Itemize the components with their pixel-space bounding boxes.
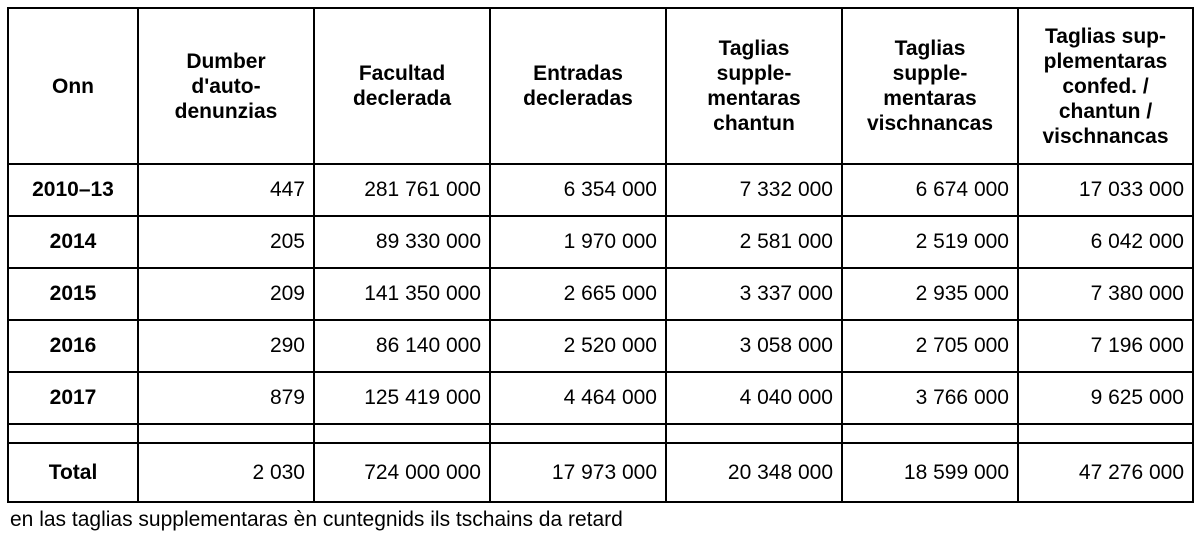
self-reports-cell: 290 <box>137 319 315 373</box>
municipal-taxes-cell: 3 766 000 <box>841 371 1019 425</box>
total-label-cell: Total <box>7 442 139 503</box>
header-year: Onn <box>7 7 139 165</box>
municipal-taxes-cell: 2 519 000 <box>841 215 1019 269</box>
total-taxes-cell: 7 380 000 <box>1017 267 1194 321</box>
canton-taxes-cell: 7 332 000 <box>665 163 843 217</box>
table-row: 2016 290 86 140 000 2 520 000 3 058 000 … <box>7 319 1194 373</box>
header-declared-assets: Facultad declerada <box>313 7 491 165</box>
municipal-taxes-cell: 2 935 000 <box>841 267 1019 321</box>
declared-assets-cell: 141 350 000 <box>313 267 491 321</box>
canton-taxes-cell: 20 348 000 <box>665 442 843 503</box>
total-taxes-cell: 47 276 000 <box>1017 442 1194 503</box>
header-self-reports: Dumber d'auto-denunzias <box>137 7 315 165</box>
tax-table: Onn Dumber d'auto-denunzias Facultad decle… <box>7 7 1194 503</box>
municipal-taxes-cell: 18 599 000 <box>841 442 1019 503</box>
table-row: 2017 879 125 419 000 4 464 000 4 040 000… <box>7 371 1194 425</box>
self-reports-cell: 447 <box>137 163 315 217</box>
header-municipal-taxes: Taglias supple-mentaras vischnancas <box>841 7 1019 165</box>
footnote: en las taglias supplementaras èn cuntegn… <box>10 508 623 531</box>
year-cell: 2015 <box>7 267 139 321</box>
declared-income-cell: 2 665 000 <box>489 267 667 321</box>
total-taxes-cell: 9 625 000 <box>1017 371 1194 425</box>
year-cell: 2014 <box>7 215 139 269</box>
declared-income-cell: 17 973 000 <box>489 442 667 503</box>
spacer-row <box>7 423 1194 444</box>
declared-income-cell: 2 520 000 <box>489 319 667 373</box>
header-total-taxes: Taglias sup-plementaras confed. / chantun … <box>1017 7 1194 165</box>
total-taxes-cell: 6 042 000 <box>1017 215 1194 269</box>
header-row: Onn Dumber d'auto-denunzias Facultad decle… <box>7 7 1194 165</box>
municipal-taxes-cell: 6 674 000 <box>841 163 1019 217</box>
header-declared-income: Entradas decleradas <box>489 7 667 165</box>
canton-taxes-cell: 3 337 000 <box>665 267 843 321</box>
declared-assets-cell: 89 330 000 <box>313 215 491 269</box>
declared-assets-cell: 125 419 000 <box>313 371 491 425</box>
year-cell: 2010–13 <box>7 163 139 217</box>
year-cell: 2017 <box>7 371 139 425</box>
canton-taxes-cell: 2 581 000 <box>665 215 843 269</box>
declared-assets-cell: 86 140 000 <box>313 319 491 373</box>
self-reports-cell: 205 <box>137 215 315 269</box>
table-row: 2015 209 141 350 000 2 665 000 3 337 000… <box>7 267 1194 321</box>
declared-income-cell: 6 354 000 <box>489 163 667 217</box>
self-reports-cell: 2 030 <box>137 442 315 503</box>
self-reports-cell: 879 <box>137 371 315 425</box>
year-cell: 2016 <box>7 319 139 373</box>
declared-income-cell: 1 970 000 <box>489 215 667 269</box>
declared-assets-cell: 281 761 000 <box>313 163 491 217</box>
canton-taxes-cell: 3 058 000 <box>665 319 843 373</box>
total-taxes-cell: 7 196 000 <box>1017 319 1194 373</box>
declared-assets-cell: 724 000 000 <box>313 442 491 503</box>
self-reports-cell: 209 <box>137 267 315 321</box>
table-row: 2014 205 89 330 000 1 970 000 2 581 000 … <box>7 215 1194 269</box>
total-taxes-cell: 17 033 000 <box>1017 163 1194 217</box>
table-row: 2010–13 447 281 761 000 6 354 000 7 332 … <box>7 163 1194 217</box>
canton-taxes-cell: 4 040 000 <box>665 371 843 425</box>
declared-income-cell: 4 464 000 <box>489 371 667 425</box>
total-row: Total 2 030 724 000 000 17 973 000 20 34… <box>7 442 1194 503</box>
municipal-taxes-cell: 2 705 000 <box>841 319 1019 373</box>
header-canton-taxes: Taglias supple-mentaras chantun <box>665 7 843 165</box>
